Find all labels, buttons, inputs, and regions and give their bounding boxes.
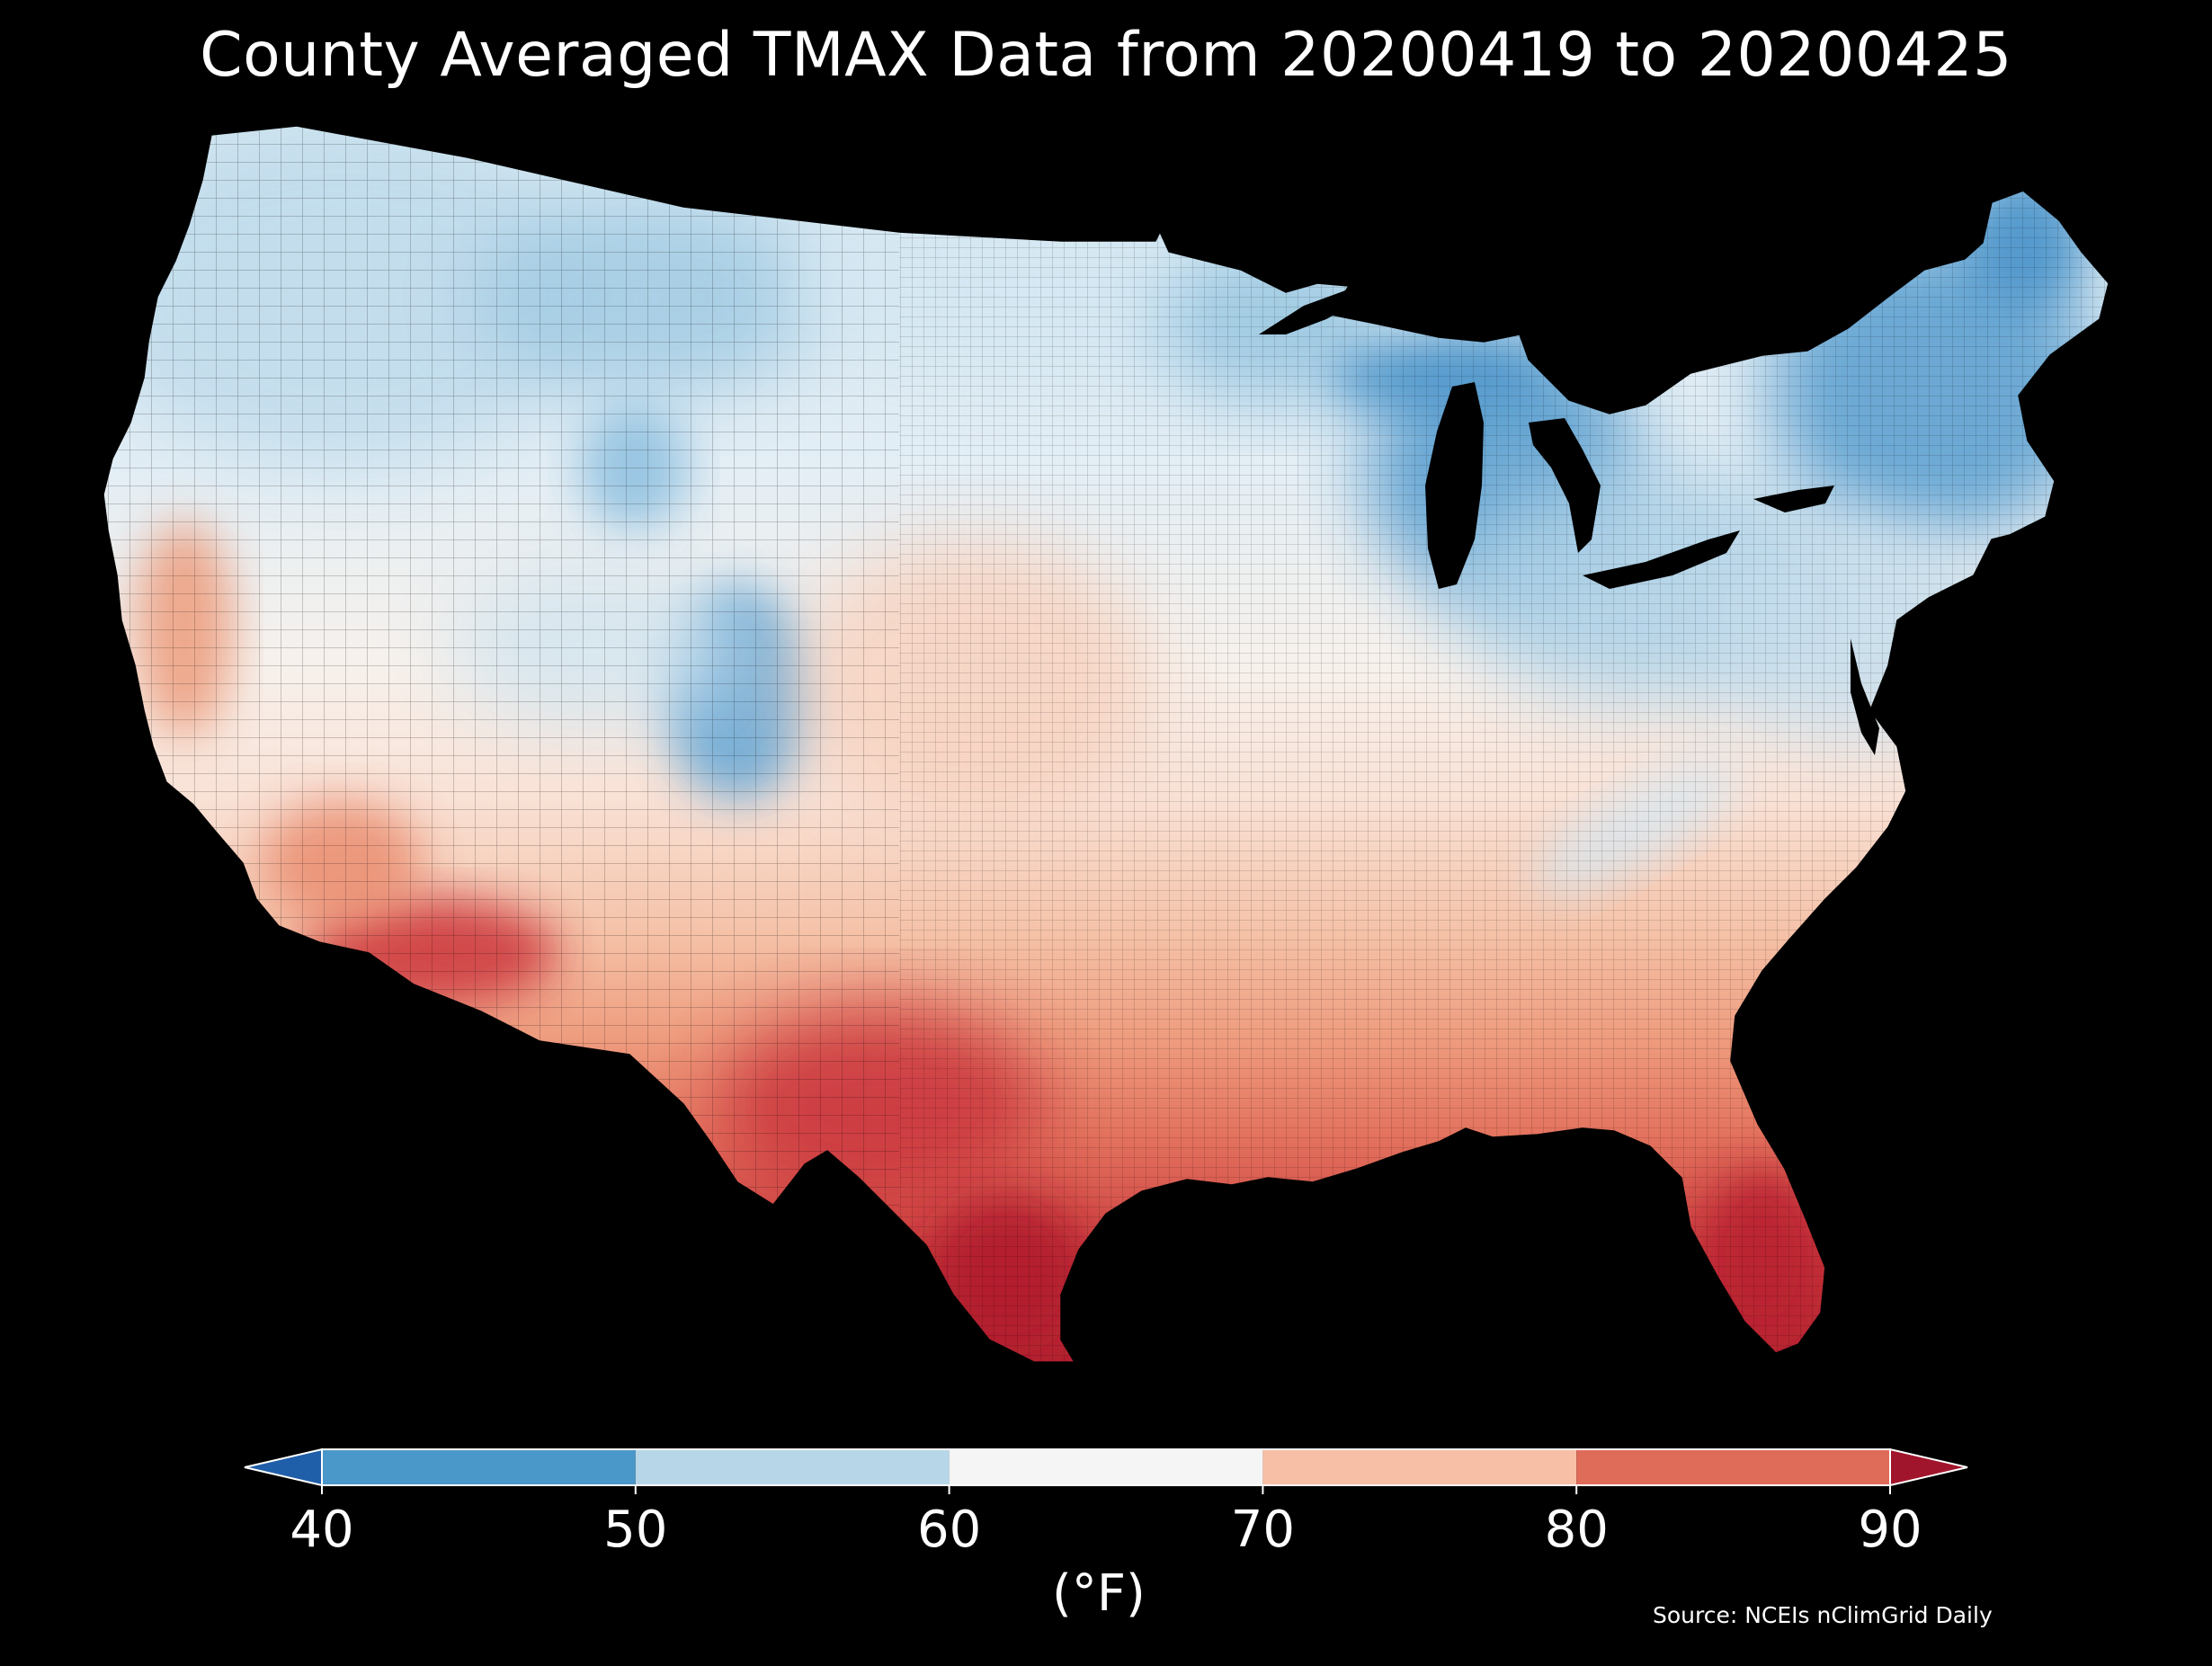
- colorbar-tick-label-70: 70: [1231, 1501, 1295, 1559]
- great-lakes: [1259, 274, 1879, 755]
- lake-erie: [1583, 530, 1740, 589]
- colorbar-bin-70-80: [1262, 1449, 1577, 1485]
- colorbar-bin-60-70: [949, 1449, 1263, 1485]
- chesapeake-bay: [1851, 638, 1879, 755]
- colorbar-tick-label-90: 90: [1858, 1501, 1922, 1559]
- lake-michigan: [1425, 382, 1484, 589]
- colorbar-bin-50-60: [635, 1449, 950, 1485]
- colorbar-unit-label: (°F): [1052, 1564, 1146, 1623]
- colorbar-over-arrow: [1889, 1448, 1968, 1487]
- lake-ontario: [1753, 486, 1834, 512]
- lake-huron: [1529, 418, 1601, 553]
- lake-superior: [1259, 274, 1385, 334]
- us-outline: [103, 125, 2109, 1363]
- map-title: County Averaged TMAX Data from 20200419 …: [200, 20, 2012, 91]
- colorbar-tick-label-50: 50: [603, 1501, 667, 1559]
- colorbar-tick-label-60: 60: [917, 1501, 981, 1559]
- colorbar-bin-80-90: [1576, 1449, 1890, 1485]
- colorbar-tick-label-40: 40: [290, 1501, 353, 1559]
- colorbar-ticks: 40 50 60 70 80 90: [290, 1485, 1922, 1559]
- colorbar-frame: [321, 1448, 1891, 1486]
- colorbar-bins: [322, 1449, 1890, 1485]
- source-note: Source: NCEIs nClimGrid Daily: [1653, 1602, 1993, 1628]
- colorbar-bin-40-50: [322, 1449, 636, 1485]
- colorbar-under-arrow: [244, 1448, 323, 1487]
- colorbar-tick-label-80: 80: [1545, 1501, 1609, 1559]
